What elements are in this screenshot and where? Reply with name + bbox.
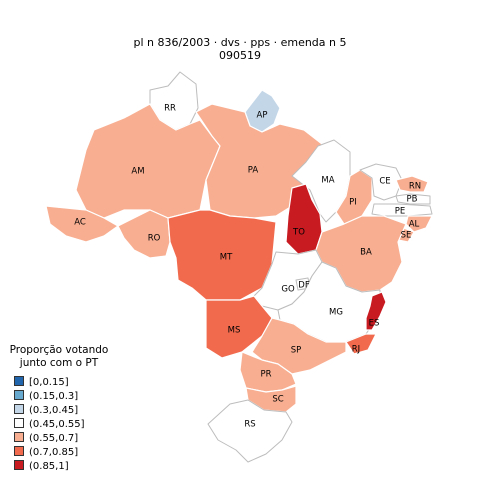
state-label-to: TO (292, 228, 305, 238)
state-label-rr: RR (164, 104, 176, 114)
legend-item: [0,0.15] (14, 376, 69, 389)
state-al (405, 215, 433, 233)
state-label-ms: MS (228, 326, 241, 336)
state-label-al: AL (409, 220, 420, 230)
legend-item: (0.3,0.45] (14, 404, 78, 417)
state-label-ma: MA (321, 176, 334, 186)
state-label-mt: MT (220, 253, 233, 263)
legend-item: (0.7,0.85] (14, 446, 78, 459)
state-rs (207, 399, 293, 463)
state-label-rj: RJ (352, 345, 360, 355)
state-label-es: ES (369, 319, 380, 329)
state-label-go: GO (281, 285, 295, 295)
state-pr (239, 351, 297, 393)
state-pb (395, 193, 431, 205)
legend-swatch (14, 404, 24, 414)
legend-subtitle: junto com o PT (19, 357, 99, 369)
state-label-mg: MG (329, 308, 343, 318)
map-title: pl n 836/2003 · dvs · pps · emenda n 5 (133, 36, 347, 49)
legend-swatch (14, 446, 24, 456)
state-label-ap: AP (257, 111, 268, 121)
state-ro (117, 209, 171, 259)
state-label-pa: PA (248, 166, 259, 176)
state-label-sc: SC (272, 395, 283, 405)
state-label-pr: PR (260, 370, 271, 380)
state-ac (45, 205, 119, 243)
state-label-rs: RS (244, 420, 255, 430)
legend-swatch (14, 390, 24, 400)
state-pe (371, 203, 433, 217)
state-label-am: AM (131, 167, 144, 177)
legend-swatch (14, 460, 24, 470)
state-es (365, 291, 387, 331)
state-label-ce: CE (379, 177, 390, 187)
state-label-ro: RO (148, 234, 161, 244)
legend-swatch (14, 432, 24, 442)
state-label-sp: SP (291, 346, 302, 356)
state-label-ba: BA (360, 248, 372, 258)
legend-title: Proporção votando (9, 344, 109, 356)
legend-item: (0.55,0.7] (14, 432, 78, 445)
legend-item: (0.45,0.55] (14, 418, 85, 431)
state-label-df: DF (298, 281, 310, 291)
legend-item: (0.85,1] (14, 460, 69, 473)
state-label-se: SE (401, 231, 412, 241)
legend-item: (0.15,0.3] (14, 390, 78, 403)
state-label-pb: PB (407, 195, 418, 205)
legend-swatch (14, 376, 24, 386)
state-rn (395, 175, 429, 193)
state-label-ac: AC (74, 218, 86, 228)
legend-swatch (14, 418, 24, 428)
state-label-pe: PE (395, 207, 406, 217)
state-am (75, 103, 221, 219)
state-label-pi: PI (349, 198, 357, 208)
state-label-rn: RN (409, 182, 421, 192)
state-rj (345, 333, 377, 355)
map-subtitle: 090519 (219, 49, 261, 62)
